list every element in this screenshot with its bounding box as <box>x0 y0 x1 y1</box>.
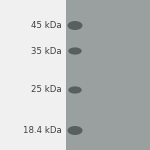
Text: 35 kDa: 35 kDa <box>31 46 62 56</box>
FancyBboxPatch shape <box>66 0 150 150</box>
Ellipse shape <box>68 47 82 55</box>
Ellipse shape <box>68 21 82 30</box>
Ellipse shape <box>68 126 82 135</box>
FancyBboxPatch shape <box>0 0 66 150</box>
Text: 45 kDa: 45 kDa <box>31 21 62 30</box>
Ellipse shape <box>68 86 82 94</box>
Text: 18.4 kDa: 18.4 kDa <box>23 126 62 135</box>
Text: 25 kDa: 25 kDa <box>31 85 62 94</box>
